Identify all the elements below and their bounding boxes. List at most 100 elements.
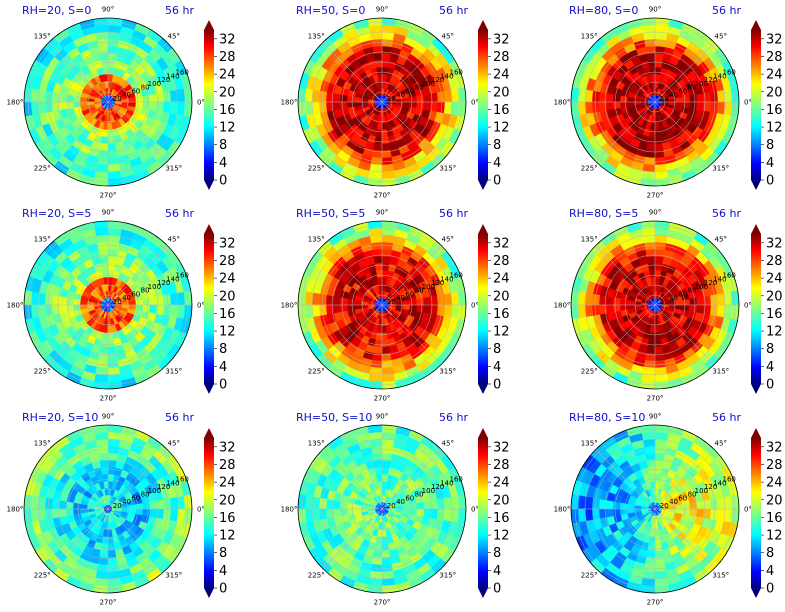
grid-spoke	[654, 304, 715, 365]
heat-cell	[311, 496, 321, 510]
heat-cell	[149, 101, 158, 111]
panel-2: 90°45°0°315°270°225°180°135°20 40 60 801001…	[281, 4, 510, 200]
heat-cell	[37, 304, 47, 318]
colorbar-tick-label: 28	[493, 254, 510, 269]
radial-tick-label: 80	[688, 491, 697, 499]
panel-title-right: 56 hr	[439, 207, 468, 220]
heat-cell	[381, 438, 395, 448]
heat-cell	[374, 339, 383, 348]
angle-label: 135°	[34, 440, 51, 448]
heat-cell	[37, 496, 47, 510]
heat-cell	[107, 366, 121, 376]
heat-cell	[642, 31, 656, 41]
radial-tick-label: 140	[713, 479, 726, 487]
colorbar-extend-max	[478, 20, 488, 30]
colorbar-tick-label: 24	[219, 68, 236, 83]
colorbar-tick-label: 16	[219, 307, 236, 322]
angle-label: 315°	[712, 164, 729, 172]
colorbar-tick-label: 32	[766, 32, 783, 47]
radial-tick-label: 20	[387, 95, 396, 103]
heat-cell	[416, 304, 425, 313]
grid-spoke	[322, 304, 383, 365]
radial-tick-label: 20	[113, 95, 122, 103]
colorbar-extend-min	[751, 180, 761, 190]
heat-cell	[654, 438, 668, 448]
angle-label: 90°	[649, 6, 661, 14]
colorbar-tick-label: 16	[766, 511, 783, 526]
radial-tick-label: 60	[405, 290, 414, 298]
colorbar-body	[204, 438, 214, 588]
colorbar: 0 4 8 12 16 20 24 28 32	[204, 20, 236, 190]
radial-tick-label: 160	[722, 272, 735, 280]
radial-tick-label: 20	[113, 298, 122, 306]
colorbar-tick-label: 8	[766, 342, 774, 357]
heat-cell	[646, 346, 656, 355]
heat-cell	[646, 52, 656, 61]
heat-cell	[58, 304, 67, 314]
angle-label: 135°	[34, 236, 51, 244]
grid-spoke	[654, 245, 715, 306]
colorbar-tick-label: 20	[493, 85, 510, 100]
grid-spoke	[595, 245, 656, 306]
angle-label: 135°	[308, 440, 325, 448]
grid-spoke	[381, 449, 442, 510]
heat-cell	[716, 101, 726, 115]
panel-title-left: RH=50, S=10	[296, 411, 372, 424]
heat-cell	[612, 297, 621, 306]
colorbar: 0 4 8 12 16 20 24 28 32	[204, 428, 236, 598]
colorbar-tick-label: 8	[493, 342, 501, 357]
colorbar-body	[751, 438, 761, 588]
heat-cell	[654, 346, 664, 355]
heat-cell	[605, 304, 614, 314]
angle-label: 180°	[7, 506, 24, 514]
colorbar-tick-label: 0	[493, 174, 501, 189]
radial-tick-label: 120	[704, 279, 717, 287]
heat-cell	[107, 459, 117, 468]
heat-cell	[423, 500, 432, 510]
colorbar-tick-label: 12	[766, 325, 783, 340]
heat-cell	[696, 101, 705, 111]
colorbar-tick-label: 28	[766, 458, 783, 473]
heat-cell	[605, 101, 614, 111]
heat-cell	[369, 31, 383, 41]
colorbar-tick-label: 20	[766, 289, 783, 304]
radial-tick-label: 20	[660, 298, 669, 306]
colorbar-tick-label: 4	[219, 156, 227, 171]
heat-cell	[375, 332, 383, 341]
colorbar-tick-label: 28	[766, 254, 783, 269]
radial-tick-label: 40	[669, 91, 678, 99]
colorbar-tick-label: 8	[766, 138, 774, 153]
colorbar-extend-min	[478, 588, 488, 598]
colorbar-tick-label: 28	[493, 458, 510, 473]
heat-cell	[58, 93, 67, 103]
angle-label: 315°	[712, 367, 729, 375]
heat-cell	[654, 255, 664, 264]
angle-label: 45°	[442, 236, 454, 244]
grid-spoke	[381, 508, 442, 569]
heat-cell	[107, 466, 116, 475]
heat-cell	[716, 496, 726, 510]
angle-label: 45°	[715, 440, 727, 448]
angle-label: 90°	[102, 6, 114, 14]
heat-cell	[654, 234, 668, 244]
heat-cell	[332, 101, 341, 111]
grid-spoke	[654, 42, 715, 103]
heat-cell	[373, 346, 383, 355]
heat-cell	[107, 346, 117, 355]
heat-cell	[346, 298, 355, 306]
heat-cell	[99, 52, 109, 61]
angle-label: 90°	[376, 209, 388, 217]
heat-cell	[646, 255, 656, 264]
heat-cell	[107, 163, 121, 173]
grid-spoke	[322, 245, 383, 306]
grid-spoke	[48, 101, 109, 162]
heat-cell	[605, 296, 614, 306]
heat-cell	[381, 255, 391, 264]
heat-cell	[169, 496, 179, 510]
colorbar-tick-label: 24	[219, 476, 236, 491]
heat-cell	[311, 89, 321, 103]
polar-border	[23, 17, 193, 187]
radial-tick-label: 120	[157, 483, 170, 491]
heat-cell	[107, 143, 117, 152]
panel-title-right: 56 hr	[712, 4, 741, 17]
